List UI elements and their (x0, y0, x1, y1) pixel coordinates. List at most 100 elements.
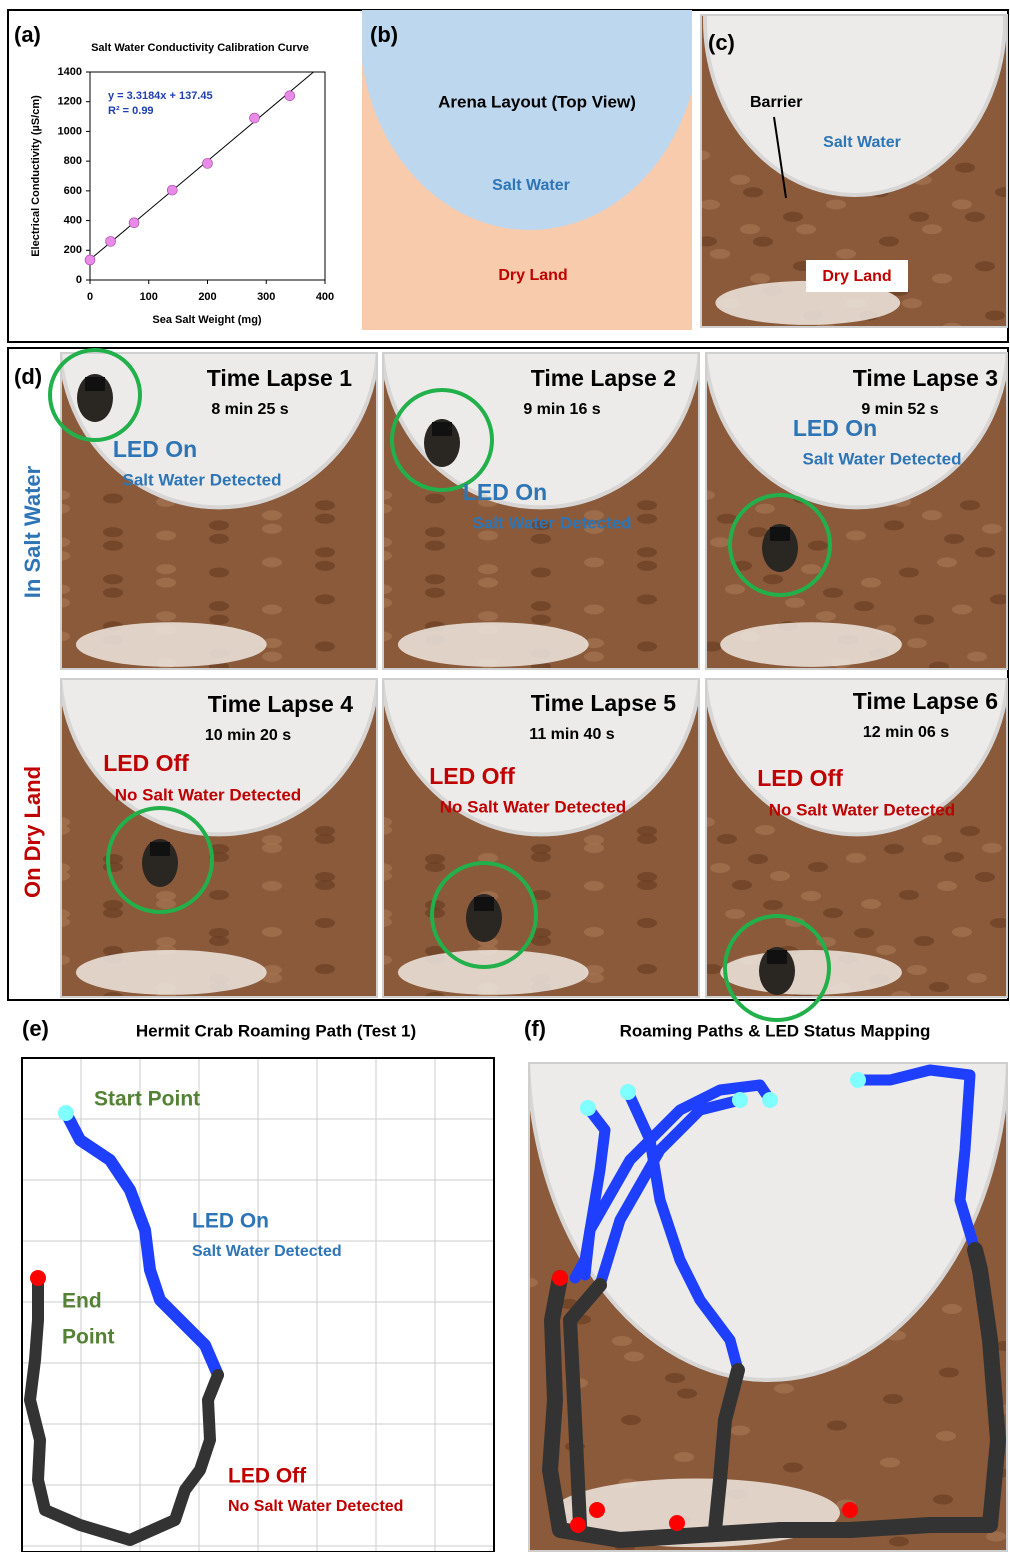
substrate-chip (425, 574, 445, 584)
substrate-chip (937, 557, 957, 567)
arena-photo (50, 177, 378, 672)
substrate-chip (902, 298, 922, 308)
x-tick-label: 300 (257, 291, 275, 303)
substrate-chip (156, 531, 176, 541)
substrate-chip (827, 1421, 847, 1431)
substrate-chip (879, 237, 899, 247)
frame-title: Time Lapse 1 (207, 365, 353, 391)
substrate-chip (262, 510, 282, 520)
substrate-chip (677, 1389, 697, 1399)
substrate-chip (783, 212, 803, 222)
led-label: LED On (463, 479, 547, 505)
substrate-chip (880, 1458, 900, 1468)
panel-label: (e) (22, 1016, 49, 1041)
substrate-chip (531, 601, 551, 611)
y-tick-label: 1200 (58, 96, 82, 108)
substrate-chip (665, 1373, 685, 1383)
substrate-chip (637, 918, 657, 928)
status-label: No Salt Water Detected (228, 1498, 403, 1515)
substrate-chip (967, 973, 987, 983)
start-point (580, 1100, 596, 1116)
substrate-chip (425, 588, 445, 598)
substrate-chip (156, 611, 176, 621)
sensor (150, 842, 170, 856)
substrate-chip (209, 936, 229, 946)
substrate-chip (103, 862, 123, 872)
substrate-chip (637, 964, 657, 974)
end-point (570, 1517, 586, 1533)
panel-label: (a) (14, 22, 41, 47)
x-tick-label: 400 (316, 291, 334, 303)
substrate-chip (753, 237, 773, 247)
end-label: End (62, 1290, 102, 1313)
substrate-chip (823, 588, 843, 598)
substrate-chip (725, 584, 745, 594)
substrate-chip (637, 547, 657, 557)
substrate-chip (103, 527, 123, 537)
y-tick-label: 600 (64, 185, 82, 197)
substrate-chip (725, 909, 745, 919)
substrate-chip (103, 541, 123, 551)
data-point (167, 185, 177, 195)
substrate-chip (936, 1431, 956, 1441)
end-point (552, 1270, 568, 1286)
x-tick-label: 100 (140, 291, 158, 303)
substrate-chip (531, 852, 551, 862)
substrate-chip (730, 175, 750, 185)
led-label: LED On (793, 415, 877, 441)
frame-title: Time Lapse 6 (853, 688, 998, 714)
substrate-chip (584, 605, 604, 615)
substrate-chip (209, 534, 229, 544)
substrate-chip (103, 588, 123, 598)
substrate-chip (612, 1336, 632, 1346)
substrate-chip (823, 908, 843, 918)
sand (398, 622, 589, 667)
substrate-chip (816, 611, 836, 621)
status-label: Salt Water Detected (192, 1243, 342, 1260)
substrate-chip (425, 494, 445, 504)
substrate-chip (315, 514, 335, 524)
substrate-chip (907, 638, 927, 648)
panel-label: (b) (370, 22, 398, 47)
substrate-chip (899, 890, 919, 900)
substrate-chip (942, 1304, 962, 1314)
panel-label: (f) (524, 1016, 546, 1041)
substrate-chip (209, 520, 229, 530)
substrate-chip (861, 899, 881, 909)
substrate-chip (922, 835, 942, 845)
panel-title: Hermit Crab Roaming Path (Test 1) (136, 1021, 416, 1040)
substrate-chip (425, 862, 445, 872)
land-label: Dry Land (498, 267, 567, 284)
sand (398, 950, 589, 995)
substrate-chip (315, 834, 335, 844)
water-label: Salt Water (823, 134, 901, 151)
substrate-chip (909, 212, 929, 222)
substrate-chip (531, 568, 551, 578)
substrate-chip (763, 900, 783, 910)
substrate-chip (960, 500, 980, 510)
substrate-chip (637, 642, 657, 652)
substrate-chip (982, 524, 1002, 534)
substrate-chip (965, 212, 985, 222)
substrate-chip (621, 1415, 641, 1425)
frame-title: Time Lapse 3 (853, 365, 998, 391)
substrate-chip (584, 881, 604, 891)
substrate-chip (975, 547, 995, 557)
sand (720, 622, 902, 667)
substrate-chip (637, 561, 657, 571)
end-point (842, 1502, 858, 1518)
data-point (250, 113, 260, 123)
substrate-chip (315, 880, 335, 890)
substrate-chip (710, 537, 730, 547)
sensor (85, 377, 105, 391)
status-label: Salt Water Detected (122, 470, 281, 489)
substrate-chip (637, 514, 657, 524)
substrate-chip (854, 601, 874, 611)
substrate-chip (425, 908, 445, 918)
substrate-chip (531, 534, 551, 544)
substrate-chip (103, 908, 123, 918)
sensor (474, 897, 494, 911)
substrate-chip (103, 574, 123, 584)
substrate-chip (262, 524, 282, 534)
substrate-chip (315, 964, 335, 974)
